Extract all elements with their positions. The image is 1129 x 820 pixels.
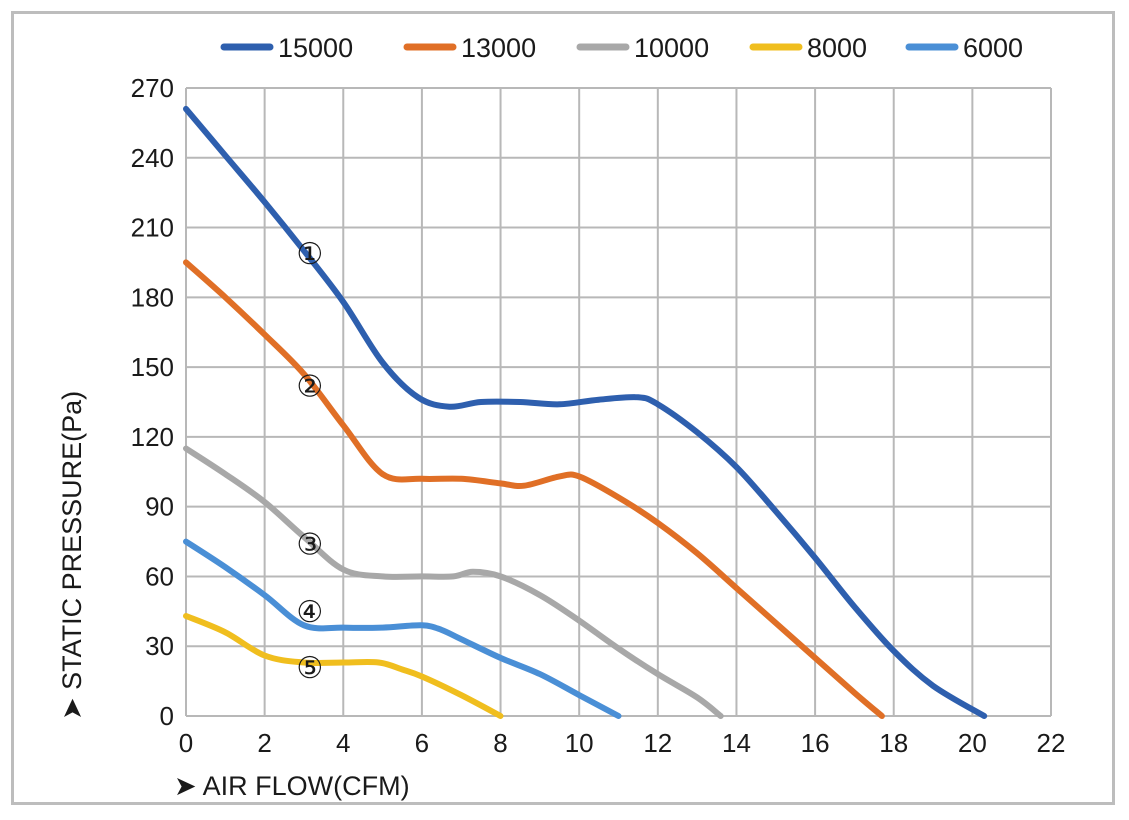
x-tick-label: 20 <box>958 728 987 758</box>
curve-marker-13000: ② <box>296 369 323 404</box>
legend-label-10000: 10000 <box>634 33 709 63</box>
y-tick-label: 60 <box>145 561 174 591</box>
curve-marker-10000: ③ <box>296 528 323 563</box>
legend-label-8000: 8000 <box>807 33 867 63</box>
series-line-13000 <box>183 259 885 719</box>
y-axis-title: ➤ STATIC PRESSURE(Pa) <box>57 391 87 720</box>
series-line-6000 <box>183 538 622 719</box>
x-tick-label: 6 <box>415 728 429 758</box>
y-tick-label: 180 <box>131 282 174 312</box>
curve-marker-15000: ① <box>296 237 323 272</box>
x-tick-label: 0 <box>179 728 193 758</box>
y-tick-label: 0 <box>160 701 174 731</box>
x-axis-title: ➤ AIR FLOW(CFM) <box>174 771 410 801</box>
y-tick-label: 150 <box>131 352 174 382</box>
y-axis-label: STATIC PRESSURE(Pa) <box>57 391 87 690</box>
y-axis-arrow-icon: ➤ <box>57 690 87 720</box>
y-tick-label: 30 <box>145 631 174 661</box>
legend-label-6000: 6000 <box>963 33 1023 63</box>
chart-frame <box>11 11 1115 805</box>
legend: 15000 13000 10000 8000 6000 <box>220 33 1023 63</box>
series-group <box>183 105 988 719</box>
y-tick-label: 240 <box>131 143 174 173</box>
y-tick-label: 120 <box>131 422 174 452</box>
legend-label-15000: 15000 <box>278 33 353 63</box>
x-tick-label: 10 <box>565 728 594 758</box>
x-tick-label: 4 <box>336 728 350 758</box>
y-tick-label: 90 <box>145 492 174 522</box>
series-line-15000 <box>183 105 988 719</box>
x-tick-label: 16 <box>801 728 830 758</box>
x-axis-arrow-icon: ➤ <box>174 771 203 801</box>
series-line-10000 <box>183 445 724 719</box>
grid <box>185 87 1052 717</box>
x-tick-label: 12 <box>643 728 672 758</box>
curve-marker-8000: ⑤ <box>296 651 323 686</box>
axis-ticks: 0 30 60 90 120 150 180 210 240 270 0 2 4 6 8 10 12 14 16 18… <box>131 73 1066 758</box>
x-tick-label: 14 <box>722 728 751 758</box>
y-tick-label: 210 <box>131 213 174 243</box>
x-axis-label: AIR FLOW(CFM) <box>203 771 410 801</box>
x-tick-label: 22 <box>1037 728 1066 758</box>
legend-label-13000: 13000 <box>461 33 536 63</box>
x-tick-label: 2 <box>257 728 271 758</box>
x-tick-label: 8 <box>493 728 507 758</box>
curve-marker-6000: ④ <box>296 595 323 630</box>
y-tick-label: 270 <box>131 73 174 103</box>
series-line-8000 <box>183 613 504 719</box>
x-tick-label: 18 <box>879 728 908 758</box>
curve-markers: ① ② ③ ⑤ ④ <box>296 237 323 686</box>
